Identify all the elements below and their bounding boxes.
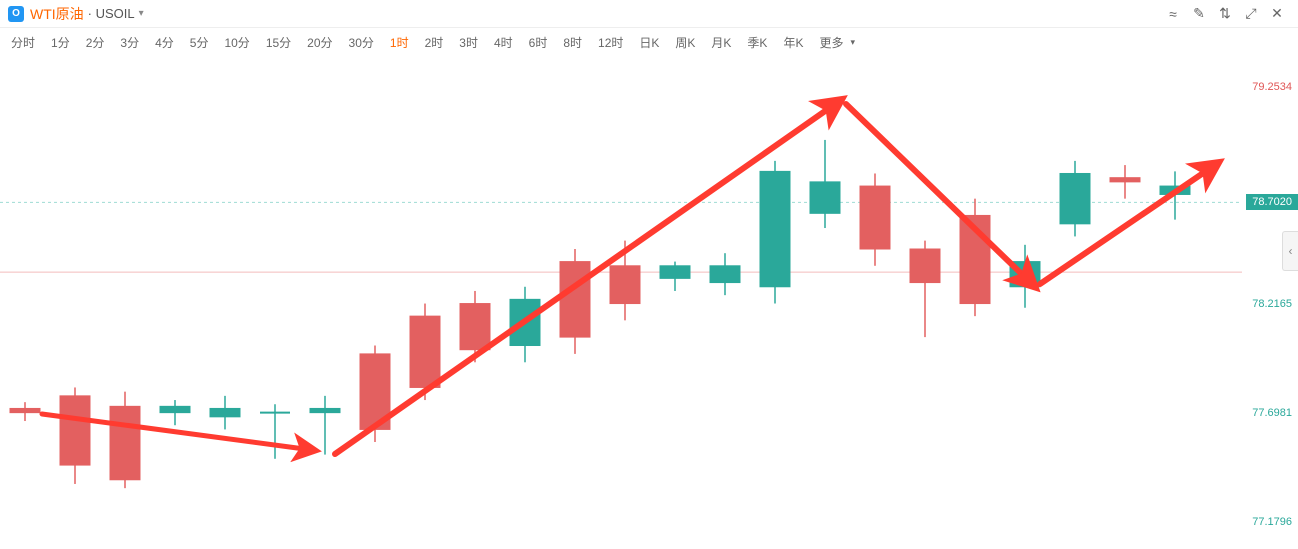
timeframe-3时[interactable]: 3时 [456, 32, 481, 53]
timeframe-15分[interactable]: 15分 [263, 32, 294, 53]
timeframe-20分[interactable]: 20分 [304, 32, 335, 53]
timeframe-年K[interactable]: 年K [780, 32, 806, 53]
timeframe-3分[interactable]: 3分 [117, 32, 142, 53]
timeframe-2分[interactable]: 2分 [83, 32, 108, 53]
candlestick-chart[interactable] [0, 56, 1298, 549]
timeframe-10分[interactable]: 10分 [221, 32, 252, 53]
toolbar-fullscreen-icon[interactable]: ⤢ [1240, 3, 1262, 25]
timeframe-1时[interactable]: 1时 [387, 32, 412, 53]
timeframe-6时[interactable]: 6时 [526, 32, 551, 53]
timeframe-分时[interactable]: 分时 [8, 32, 38, 53]
timeframe-more-caret[interactable]: ▾ [850, 37, 855, 48]
timeframe-2时[interactable]: 2时 [422, 32, 447, 53]
timeframe-30分[interactable]: 30分 [346, 32, 377, 53]
y-tick-label: 79.2534 [1252, 81, 1292, 93]
timeframe-bar: 分时 1分 2分 3分 4分 5分 10分 15分 20分 30分 1时 2时 3时 4时 6时 8时 12时日… [0, 28, 1298, 56]
timeframe-更多[interactable]: 更多 [816, 32, 846, 53]
toolbar-draw-icon[interactable]: ✎ [1188, 3, 1210, 25]
logo-badge: O [8, 6, 24, 22]
timeframe-周K[interactable]: 周K [672, 32, 698, 53]
timeframe-1分[interactable]: 1分 [48, 32, 73, 53]
symbol-name[interactable]: WTI原油 [30, 4, 84, 24]
chart-header: O WTI原油 · USOIL ▾ ≈ ✎ ⇅ ⤢ ✕ [0, 0, 1298, 28]
timeframe-8时[interactable]: 8时 [560, 32, 585, 53]
collapse-panel-icon[interactable]: ‹ [1282, 231, 1298, 271]
y-axis: 79.253478.702078.216577.698177.179678.70… [1242, 56, 1298, 549]
y-tick-label: 77.1796 [1252, 516, 1292, 528]
toolbar-close-icon[interactable]: ✕ [1266, 3, 1288, 25]
timeframe-日K[interactable]: 日K [636, 32, 662, 53]
toolbar-compare-icon[interactable]: ⇅ [1214, 3, 1236, 25]
timeframe-5分[interactable]: 5分 [187, 32, 212, 53]
timeframe-季K[interactable]: 季K [744, 32, 770, 53]
timeframe-月K[interactable]: 月K [708, 32, 734, 53]
chart-area[interactable]: 79.253478.702078.216577.698177.179678.70… [0, 56, 1298, 549]
timeframe-4分[interactable]: 4分 [152, 32, 177, 53]
timeframe-12时[interactable]: 12时 [595, 32, 626, 53]
current-price-tag: 78.7020 [1246, 194, 1298, 210]
toolbar-indicators-icon[interactable]: ≈ [1162, 3, 1184, 25]
y-tick-label: 78.2165 [1252, 298, 1292, 310]
y-tick-label: 77.6981 [1252, 407, 1292, 419]
timeframe-4时[interactable]: 4时 [491, 32, 516, 53]
symbol-dropdown-caret[interactable]: ▾ [139, 8, 144, 19]
symbol-ticker: · USOIL [88, 6, 135, 21]
